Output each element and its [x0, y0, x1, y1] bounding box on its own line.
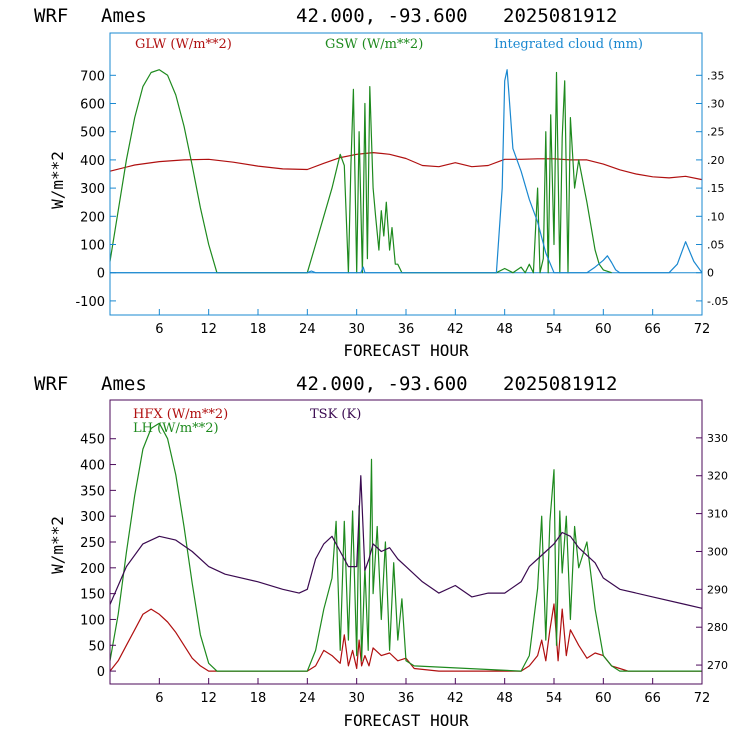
y-tick-label: 200	[80, 562, 105, 577]
panel1-y-axis-label: W/m**2	[48, 151, 67, 209]
panel2-coords: 42.000, -93.600	[296, 373, 468, 395]
x-tick-label: 60	[595, 322, 612, 337]
x-tick-label: 36	[398, 691, 415, 706]
y-tick-label: 450	[80, 433, 105, 448]
y-tick-label: 200	[80, 210, 105, 225]
x-tick-label: 42	[447, 691, 464, 706]
y2-tick-label: .30	[707, 98, 725, 111]
x-tick-label: 48	[496, 691, 513, 706]
panel2-y2-ticks: 270 280 290 300 310 320 330	[696, 432, 728, 672]
y-tick-label: 500	[80, 126, 105, 141]
x-tick-label: 18	[250, 691, 267, 706]
x-tick-label: 6	[155, 322, 163, 337]
panel2-x-ticks: 6 12 18 24 30 36 42 48 54 60 66 72	[155, 678, 710, 706]
panel1-y2-ticks: -.05 0 .05 .10 .15 .20 .25 .30 .35	[696, 69, 728, 308]
y2-tick-label: .20	[707, 154, 725, 167]
x-tick-label: 24	[299, 691, 316, 706]
x-tick-label: 30	[348, 322, 365, 337]
panel1-chart: 6 12 18 24 30 36 42 48 54 60 66 72 -100 0 100 200 300 40…	[48, 32, 728, 360]
x-tick-label: 48	[496, 322, 513, 337]
panel2-legend-lh: LH (W/m**2)	[133, 421, 219, 436]
x-tick-label: 72	[694, 691, 711, 706]
y2-tick-label: 0	[707, 267, 714, 280]
x-tick-label: 66	[644, 691, 661, 706]
y2-tick-label: .25	[707, 126, 725, 139]
panel2-init-time: 2025081912	[503, 373, 617, 395]
x-tick-label: 30	[348, 691, 365, 706]
x-tick-label: 66	[644, 322, 661, 337]
x-tick-label: 72	[694, 322, 711, 337]
x-tick-label: 36	[398, 322, 415, 337]
series-line-lh	[109, 422, 702, 672]
y-tick-label: 700	[80, 69, 105, 84]
y2-tick-label: .10	[707, 210, 725, 223]
y2-tick-label: 320	[707, 470, 728, 483]
y-tick-label: 100	[80, 613, 105, 628]
panel1-legend-glw: GLW (W/m**2)	[135, 37, 232, 52]
panel2-chart: 6 12 18 24 30 36 42 48 54 60 66 72 0 50 100 150 200 250 3…	[48, 399, 728, 730]
y-tick-label: 600	[80, 98, 105, 113]
series-line-glw	[109, 152, 703, 181]
y2-tick-label: 280	[707, 621, 728, 634]
panel2-header: WRF Ames 42.000, -93.600 2025081912	[34, 373, 617, 395]
x-tick-label: 42	[447, 322, 464, 337]
panel1-model: WRF	[34, 5, 68, 27]
x-tick-label: 12	[200, 691, 217, 706]
y2-tick-label: 330	[707, 432, 728, 445]
series-line-gsw	[109, 69, 612, 274]
y-tick-label: 400	[80, 459, 105, 474]
x-tick-label: 6	[155, 691, 163, 706]
panel1-legend-gsw: GSW (W/m**2)	[325, 37, 423, 52]
y-tick-label: 300	[80, 182, 105, 197]
y-tick-label: 250	[80, 536, 105, 551]
panel2-y-ticks: 0 50 100 150 200 250 300 350 400 450	[80, 433, 116, 680]
y-tick-label: 50	[88, 639, 105, 654]
y2-tick-label: 300	[707, 545, 728, 558]
y-tick-label: 350	[80, 484, 105, 499]
y2-tick-label: .05	[707, 239, 725, 252]
panel2-legend-hfx: HFX (W/m**2)	[133, 407, 228, 422]
series-line-tsk	[109, 475, 703, 609]
x-tick-label: 18	[250, 322, 267, 337]
panel1-series-layer	[109, 69, 703, 274]
y-tick-label: 0	[97, 665, 105, 680]
y-tick-label: 150	[80, 588, 105, 603]
y-tick-label: -100	[75, 295, 105, 310]
y2-tick-label: .15	[707, 182, 725, 195]
panel2-site: Ames	[101, 373, 147, 395]
series-line-integrated	[110, 69, 703, 274]
panel1-y-ticks: -100 0 100 200 300 400 500 600 700	[75, 69, 116, 310]
panel1-x-ticks: 6 12 18 24 30 36 42 48 54 60 66 72	[155, 309, 710, 337]
panel2-frame	[109, 399, 703, 685]
x-tick-label: 24	[299, 322, 316, 337]
panel1-init-time: 2025081912	[503, 5, 617, 27]
y2-tick-label: .35	[707, 69, 725, 82]
panel2-y-axis-label: W/m**2	[48, 516, 67, 574]
y-tick-label: 0	[97, 267, 105, 282]
y-tick-label: 100	[80, 239, 105, 254]
y2-tick-label: 310	[707, 508, 728, 521]
x-tick-label: 12	[200, 322, 217, 337]
x-tick-label: 54	[546, 322, 563, 337]
panel1-header: WRF Ames 42.000, -93.600 2025081912	[34, 5, 617, 27]
panel1-coords: 42.000, -93.600	[296, 5, 468, 27]
panel2-legend-tsk: TSK (K)	[310, 407, 361, 422]
panel2-x-axis-label: FORECAST HOUR	[343, 711, 469, 730]
panel2-series-layer	[109, 422, 703, 672]
panel1-x-axis-label: FORECAST HOUR	[343, 341, 469, 360]
y2-tick-label: -.05	[707, 295, 728, 308]
y2-tick-label: 270	[707, 659, 728, 672]
panel1-legend-cloud: Integrated cloud (mm)	[494, 37, 643, 52]
series-line-hfx	[109, 603, 702, 672]
x-tick-label: 60	[595, 691, 612, 706]
y-tick-label: 400	[80, 154, 105, 169]
panel1-site: Ames	[101, 5, 147, 27]
x-tick-label: 54	[546, 691, 563, 706]
y2-tick-label: 290	[707, 583, 728, 596]
y-tick-label: 300	[80, 510, 105, 525]
panel2-model: WRF	[34, 373, 68, 395]
